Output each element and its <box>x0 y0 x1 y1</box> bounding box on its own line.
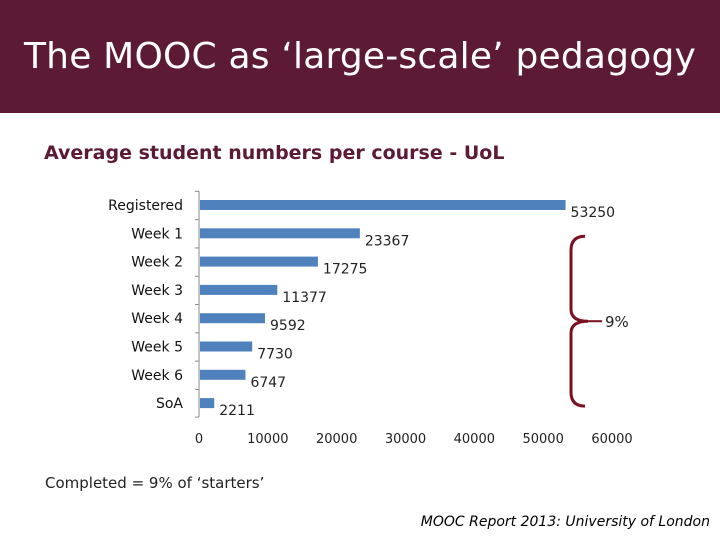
category-label: Week 1 <box>131 226 183 242</box>
category-label: SoA <box>156 396 183 412</box>
value-label: 6747 <box>250 375 286 391</box>
bar <box>200 313 266 324</box>
slide-title: The MOOC as ‘large-scale’ pedagogy <box>23 36 697 77</box>
value-label: 11377 <box>282 290 327 306</box>
category-label: Week 4 <box>131 311 183 327</box>
footnote: Completed = 9% of ‘starters’ <box>45 474 265 492</box>
curly-brace <box>569 234 589 408</box>
x-tick-label: 30000 <box>385 432 426 447</box>
bar <box>200 228 360 239</box>
source-citation: MOOC Report 2013: University of London <box>420 514 710 530</box>
title-band: The MOOC as ‘large-scale’ pedagogy <box>0 0 720 113</box>
bar <box>200 200 566 210</box>
x-tick-label: 20000 <box>316 432 357 447</box>
bar <box>200 369 246 380</box>
value-label: 7730 <box>257 347 293 363</box>
x-tick-label: 60000 <box>591 432 632 447</box>
category-label: Week 6 <box>131 368 183 384</box>
category-label: Week 3 <box>131 283 183 299</box>
bar <box>200 341 253 352</box>
bar <box>200 284 278 295</box>
x-tick-label: 40000 <box>454 432 495 447</box>
category-label: Registered <box>108 198 183 214</box>
bar <box>200 398 215 409</box>
x-tick-label: 0 <box>195 432 203 447</box>
chart-title: Average student numbers per course - UoL <box>44 142 505 164</box>
x-tick-label: 50000 <box>522 432 563 447</box>
value-label: 23367 <box>365 233 410 249</box>
bar <box>200 256 318 267</box>
category-label: Week 2 <box>131 255 183 271</box>
value-label: 9592 <box>270 318 306 334</box>
category-label: Week 5 <box>131 340 183 356</box>
value-label: 53250 <box>571 205 616 221</box>
x-tick-label: 10000 <box>247 432 288 447</box>
annotation-label: 9% <box>605 313 629 331</box>
value-label: 17275 <box>323 262 368 278</box>
value-label: 2211 <box>219 403 255 419</box>
